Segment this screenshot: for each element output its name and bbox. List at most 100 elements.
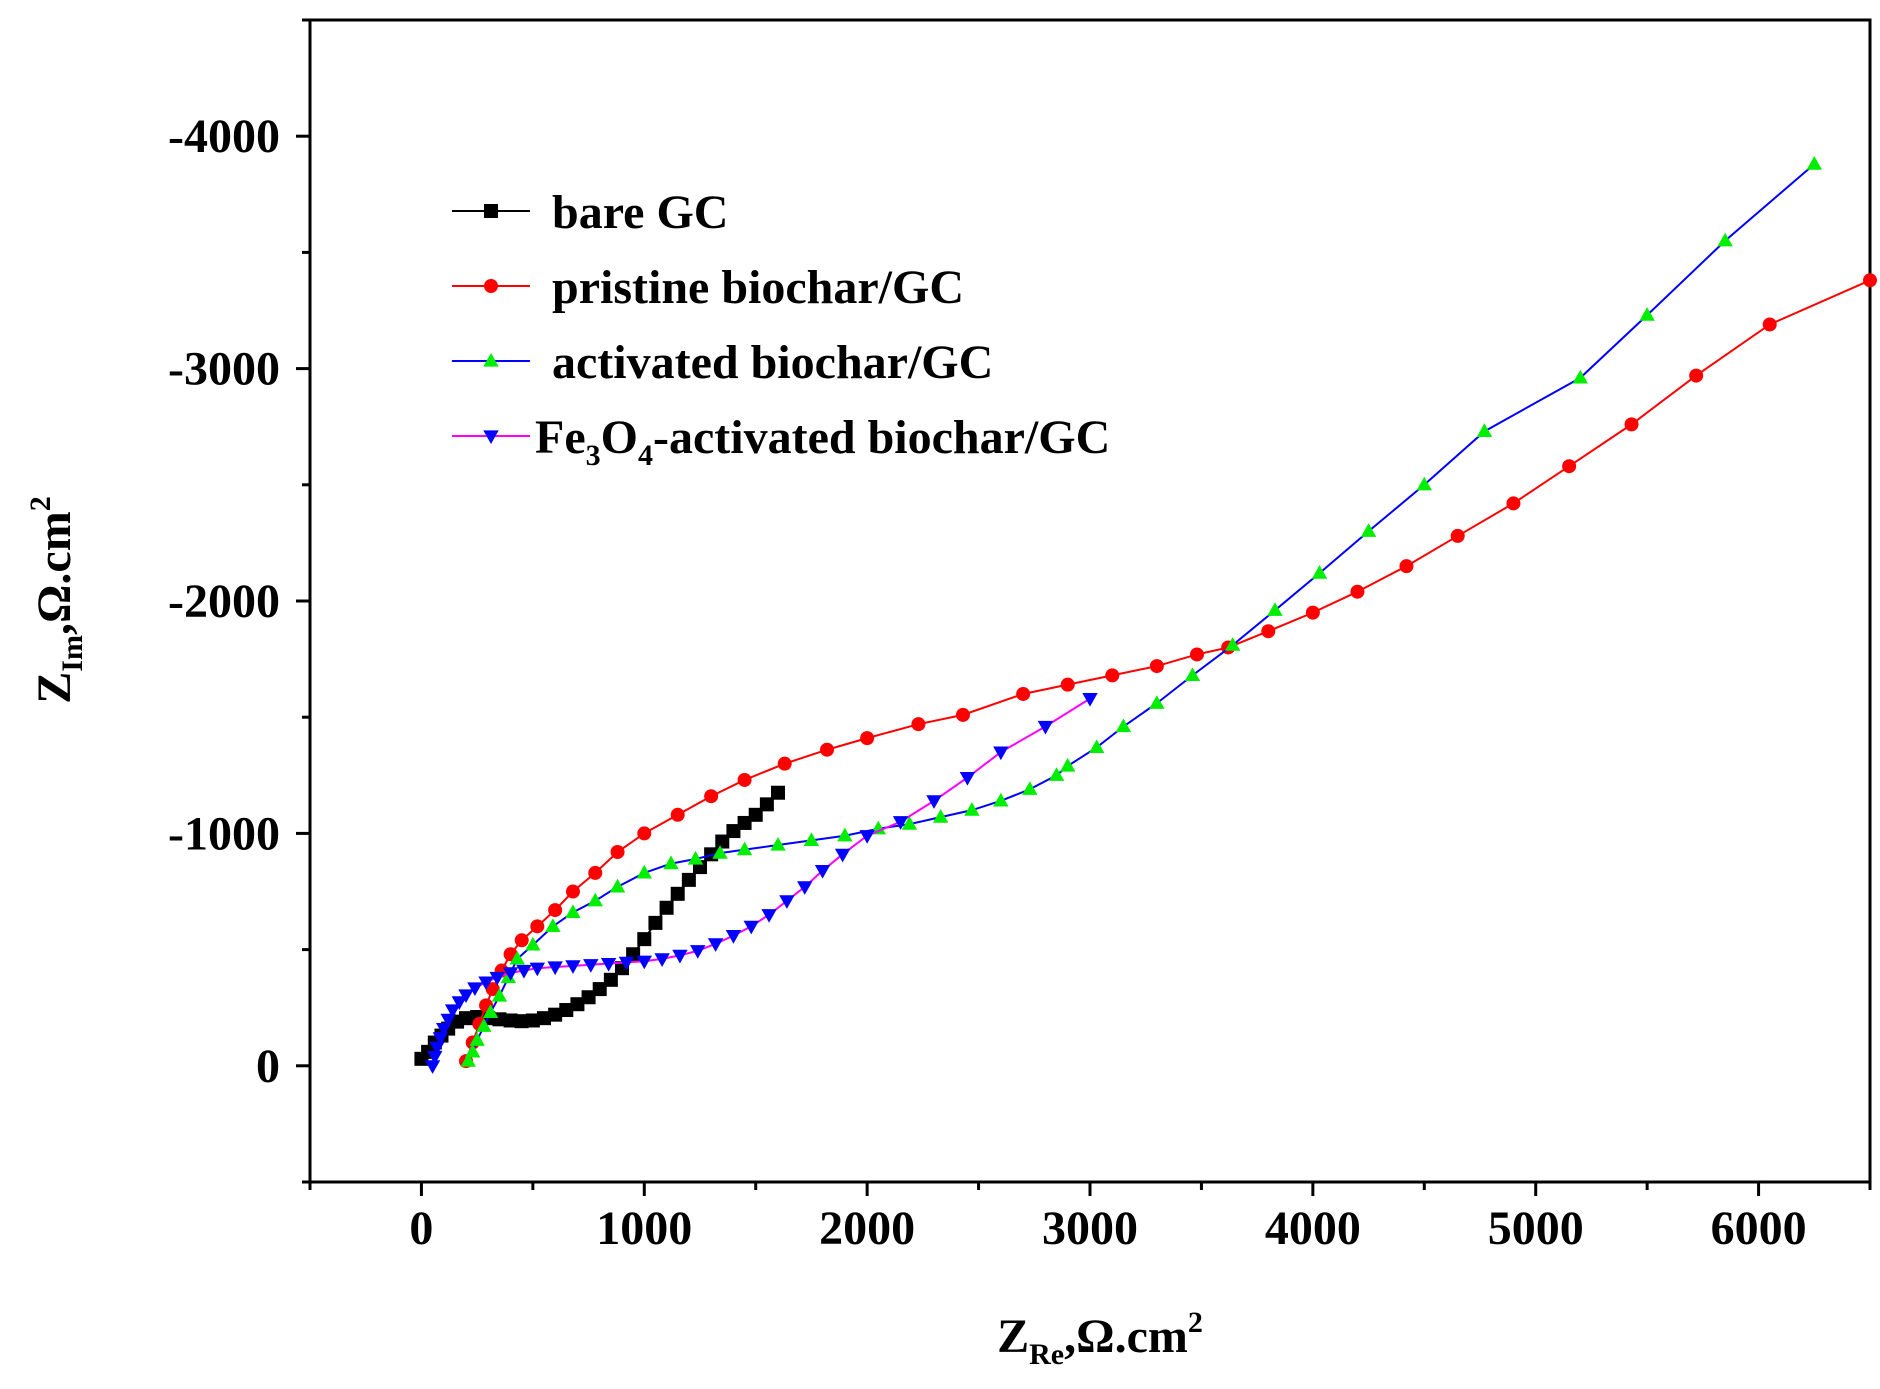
legend-label-activated-biochar: activated biochar/GC — [552, 336, 993, 389]
data-point — [603, 972, 618, 987]
data-point — [476, 1018, 492, 1032]
data-point — [1806, 156, 1822, 170]
y-tick-label: -1000 — [168, 807, 280, 860]
data-point — [1105, 668, 1120, 683]
data-point — [565, 884, 580, 899]
data-point — [1022, 781, 1038, 795]
data-point — [600, 957, 617, 972]
data-point — [834, 848, 851, 863]
data-point — [964, 802, 980, 816]
data-point — [1416, 476, 1432, 491]
data-point — [1450, 528, 1465, 543]
data-point — [548, 903, 563, 918]
data-point — [1267, 602, 1283, 616]
data-point — [712, 845, 728, 859]
data-point — [503, 1013, 518, 1028]
data-point — [1305, 605, 1320, 620]
data-point — [444, 1004, 461, 1019]
data-point — [704, 789, 719, 804]
legend-entry-bare-gc: bare GC — [452, 186, 728, 239]
data-point — [547, 961, 563, 976]
data-point — [690, 945, 706, 959]
data-point — [618, 956, 635, 971]
data-point — [892, 816, 909, 830]
data-point — [672, 949, 688, 964]
data-point — [648, 915, 663, 930]
legend-label-sub-4: 4 — [638, 439, 653, 472]
x-axis-label-sup: 2 — [1188, 1306, 1203, 1339]
y-axis-label: ZIm,Ω.cm2 — [24, 496, 89, 703]
data-point — [870, 820, 886, 835]
data-point — [427, 1050, 443, 1065]
y-axis-label-sup: 2 — [24, 496, 57, 511]
data-point — [514, 1014, 529, 1029]
data-point — [458, 989, 474, 1003]
data-point — [670, 886, 685, 901]
y-axis-label-sub: Im — [56, 635, 89, 672]
data-point — [636, 864, 652, 879]
data-point — [759, 797, 774, 812]
data-point — [565, 904, 581, 919]
x-axis-ticks: 0 1000 2000 3000 4000 5000 6000 — [308, 1182, 1872, 1255]
data-point — [777, 756, 792, 771]
data-point — [1184, 667, 1201, 681]
data-point — [1016, 686, 1031, 701]
x-tick-label: 2000 — [819, 1202, 915, 1255]
data-point — [770, 836, 786, 851]
x-axis-label-rest: ,Ω.cm — [1064, 1310, 1188, 1363]
y-axis-ticks: 0 -1000 -2000 -3000 -4000 — [168, 18, 310, 1184]
data-point — [737, 815, 752, 830]
x-tick-label: 3000 — [1042, 1202, 1138, 1255]
legend-entry-activated-biochar: activated biochar/GC — [452, 336, 993, 389]
data-point — [1224, 637, 1241, 651]
data-point — [859, 830, 875, 844]
legend: bare GC pristine biochar/GC activated bi… — [452, 186, 1110, 472]
data-point — [814, 864, 831, 879]
series-bare-gc — [414, 785, 785, 1066]
data-point — [932, 809, 949, 823]
y-tick-label: -2000 — [168, 575, 280, 628]
series-pristine-biochar-gc — [459, 273, 1877, 1069]
data-point — [1082, 693, 1098, 707]
plot-frame — [308, 18, 1872, 1184]
data-point — [1624, 417, 1639, 432]
series-line-fe3o4-activated-biochar-gc — [431, 697, 1091, 1067]
data-point — [670, 807, 685, 822]
data-point — [860, 731, 875, 746]
data-point — [1311, 565, 1328, 579]
data-point — [1350, 584, 1365, 599]
data-point — [797, 881, 813, 895]
data-point — [609, 878, 626, 893]
x-tick-label: 1000 — [596, 1202, 692, 1255]
data-point — [482, 1004, 499, 1018]
data-point — [610, 844, 625, 859]
x-axis-label-main: Z — [997, 1310, 1029, 1363]
legend-symbol-fe3o4-biochar — [452, 430, 530, 445]
data-point — [509, 950, 525, 965]
data-point — [725, 930, 742, 944]
data-point — [587, 892, 603, 907]
data-point — [460, 1053, 476, 1067]
data-point — [761, 909, 777, 923]
legend-entry-pristine-biochar: pristine biochar/GC — [452, 261, 964, 314]
data-point — [926, 795, 942, 809]
data-point — [1060, 677, 1075, 692]
x-axis-label-sub: Re — [1029, 1338, 1064, 1371]
data-point — [726, 824, 741, 839]
data-point — [1572, 369, 1588, 384]
data-point — [779, 895, 795, 909]
data-point — [502, 967, 519, 981]
y-tick-label: -4000 — [168, 110, 280, 163]
data-point — [993, 792, 1009, 807]
x-axis-label: ZRe,Ω.cm2 — [997, 1306, 1203, 1371]
y-axis-label-rest: ,Ω.cm — [28, 511, 81, 635]
data-point — [516, 964, 532, 979]
data-point — [469, 1032, 485, 1046]
data-point — [1476, 423, 1493, 437]
y-tick-label: 0 — [256, 1040, 280, 1093]
data-point — [1639, 307, 1655, 321]
data-point — [715, 834, 730, 849]
data-point — [1506, 496, 1521, 511]
data-point — [1863, 273, 1877, 288]
